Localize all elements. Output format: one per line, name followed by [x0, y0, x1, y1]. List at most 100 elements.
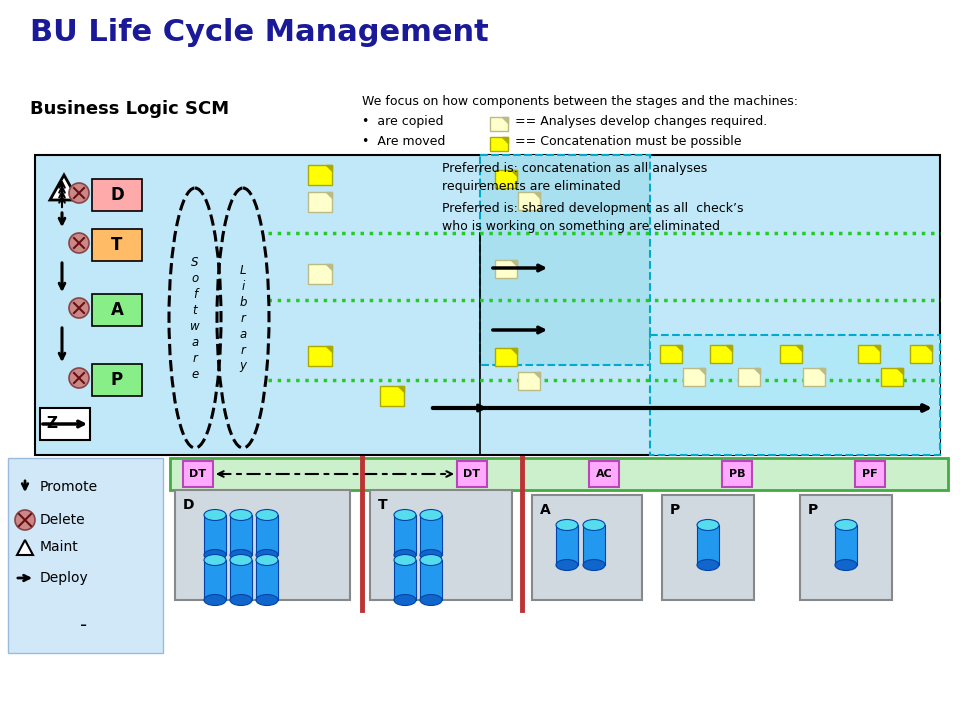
- FancyBboxPatch shape: [650, 335, 940, 455]
- FancyBboxPatch shape: [722, 461, 752, 487]
- FancyBboxPatch shape: [420, 515, 442, 555]
- FancyBboxPatch shape: [230, 515, 252, 555]
- Circle shape: [69, 368, 89, 388]
- Polygon shape: [17, 540, 33, 555]
- Text: L
i
b
r
a
r
y: L i b r a r y: [239, 264, 247, 372]
- Text: We focus on how components between the stages and the machines:: We focus on how components between the s…: [362, 95, 798, 108]
- Polygon shape: [897, 368, 903, 374]
- Text: PB: PB: [729, 469, 745, 479]
- FancyBboxPatch shape: [457, 461, 487, 487]
- Ellipse shape: [556, 559, 578, 570]
- Text: T: T: [378, 498, 388, 512]
- Text: •  Are moved: • Are moved: [362, 135, 445, 148]
- Text: A: A: [110, 301, 124, 319]
- Ellipse shape: [394, 595, 416, 606]
- FancyBboxPatch shape: [35, 155, 940, 455]
- Ellipse shape: [204, 595, 226, 606]
- Polygon shape: [874, 345, 880, 351]
- Ellipse shape: [204, 549, 226, 560]
- FancyBboxPatch shape: [204, 560, 226, 600]
- Text: Preferred is: shared development as all  check’s
who is working on something are: Preferred is: shared development as all …: [442, 202, 743, 233]
- FancyBboxPatch shape: [170, 458, 948, 490]
- FancyBboxPatch shape: [308, 346, 332, 366]
- Text: Promote: Promote: [40, 480, 98, 494]
- Text: A: A: [540, 503, 551, 517]
- Ellipse shape: [256, 595, 278, 606]
- Text: P: P: [670, 503, 681, 517]
- Ellipse shape: [835, 559, 857, 570]
- Text: Preferred is: concatenation as all analyses
requirements are eliminated: Preferred is: concatenation as all analy…: [442, 162, 708, 193]
- Text: BU Life Cycle Management: BU Life Cycle Management: [30, 18, 489, 47]
- FancyBboxPatch shape: [92, 294, 142, 326]
- FancyBboxPatch shape: [683, 368, 705, 386]
- Polygon shape: [511, 260, 517, 266]
- Text: D: D: [183, 498, 195, 512]
- Ellipse shape: [394, 510, 416, 521]
- Ellipse shape: [230, 554, 252, 565]
- Polygon shape: [50, 175, 78, 200]
- FancyBboxPatch shape: [660, 345, 682, 363]
- FancyBboxPatch shape: [256, 515, 278, 555]
- FancyBboxPatch shape: [230, 560, 252, 600]
- Ellipse shape: [697, 520, 719, 531]
- FancyBboxPatch shape: [420, 560, 442, 600]
- Text: P: P: [111, 371, 123, 389]
- FancyBboxPatch shape: [370, 490, 512, 600]
- Ellipse shape: [230, 510, 252, 521]
- Ellipse shape: [394, 554, 416, 565]
- FancyBboxPatch shape: [490, 137, 508, 151]
- FancyBboxPatch shape: [394, 560, 416, 600]
- FancyBboxPatch shape: [380, 386, 404, 406]
- Ellipse shape: [394, 549, 416, 560]
- Ellipse shape: [256, 549, 278, 560]
- Ellipse shape: [204, 554, 226, 565]
- FancyBboxPatch shape: [495, 260, 517, 278]
- FancyBboxPatch shape: [175, 490, 350, 600]
- Ellipse shape: [256, 554, 278, 565]
- Polygon shape: [819, 368, 825, 374]
- FancyBboxPatch shape: [803, 368, 825, 386]
- Ellipse shape: [697, 559, 719, 570]
- Ellipse shape: [420, 554, 442, 565]
- Text: PF: PF: [862, 469, 877, 479]
- FancyBboxPatch shape: [910, 345, 932, 363]
- Text: Deploy: Deploy: [40, 571, 88, 585]
- FancyBboxPatch shape: [858, 345, 880, 363]
- FancyBboxPatch shape: [183, 461, 213, 487]
- Text: DT: DT: [189, 469, 206, 479]
- Text: == Concatenation must be possible: == Concatenation must be possible: [515, 135, 741, 148]
- Polygon shape: [511, 170, 517, 176]
- FancyBboxPatch shape: [490, 117, 508, 131]
- Polygon shape: [326, 264, 332, 270]
- Polygon shape: [699, 368, 705, 374]
- FancyBboxPatch shape: [495, 170, 517, 188]
- Ellipse shape: [420, 510, 442, 521]
- FancyBboxPatch shape: [835, 525, 857, 565]
- FancyBboxPatch shape: [738, 368, 760, 386]
- Polygon shape: [534, 192, 540, 198]
- Text: == Analyses develop changes required.: == Analyses develop changes required.: [515, 115, 767, 128]
- FancyBboxPatch shape: [256, 560, 278, 600]
- Ellipse shape: [583, 520, 605, 531]
- Text: P: P: [808, 503, 818, 517]
- FancyBboxPatch shape: [780, 345, 802, 363]
- Text: Delete: Delete: [40, 513, 85, 527]
- FancyBboxPatch shape: [800, 495, 892, 600]
- Ellipse shape: [556, 520, 578, 531]
- Text: AC: AC: [595, 469, 612, 479]
- FancyBboxPatch shape: [92, 229, 142, 261]
- FancyBboxPatch shape: [394, 515, 416, 555]
- Polygon shape: [502, 137, 508, 143]
- FancyBboxPatch shape: [308, 165, 332, 185]
- Text: -: -: [81, 616, 87, 634]
- FancyBboxPatch shape: [532, 495, 642, 600]
- Polygon shape: [754, 368, 760, 374]
- FancyBboxPatch shape: [589, 461, 619, 487]
- Circle shape: [69, 233, 89, 253]
- Polygon shape: [511, 348, 517, 354]
- Circle shape: [69, 183, 89, 203]
- Ellipse shape: [420, 549, 442, 560]
- FancyBboxPatch shape: [204, 515, 226, 555]
- Ellipse shape: [204, 510, 226, 521]
- Polygon shape: [326, 165, 332, 171]
